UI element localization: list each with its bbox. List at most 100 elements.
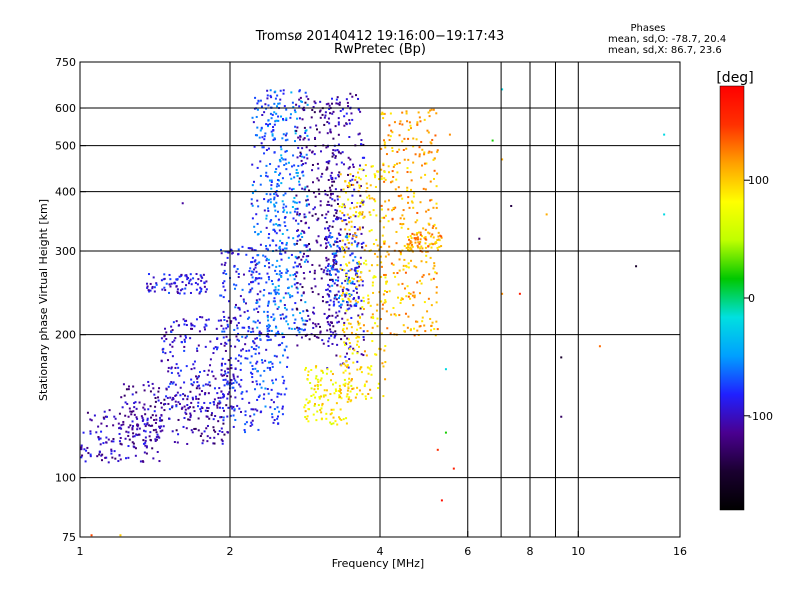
data-point [356, 386, 359, 389]
stats-header: Phases [630, 23, 665, 34]
data-point [344, 191, 347, 194]
data-point [394, 188, 397, 191]
data-point [266, 304, 269, 307]
data-point [329, 131, 332, 134]
data-point [283, 304, 286, 307]
data-point [348, 294, 351, 297]
data-point [362, 143, 365, 146]
data-point [358, 132, 361, 135]
data-point [223, 318, 226, 321]
data-point [191, 398, 194, 401]
data-point [418, 247, 421, 250]
data-point [220, 373, 223, 376]
data-point [264, 405, 267, 408]
data-point [338, 384, 341, 387]
data-point [248, 283, 251, 286]
data-point [270, 329, 273, 332]
data-point [237, 359, 240, 362]
data-point [435, 241, 438, 244]
data-point [279, 239, 282, 242]
data-point [226, 367, 229, 370]
data-point [236, 327, 239, 330]
data-point [216, 346, 219, 349]
data-point [282, 382, 285, 385]
data-point [291, 101, 294, 104]
data-point [190, 327, 193, 330]
data-point [299, 96, 302, 99]
data-point [307, 314, 310, 317]
data-point [343, 384, 346, 387]
data-point [264, 359, 267, 362]
data-point [409, 235, 412, 238]
data-point [200, 432, 203, 435]
data-point [235, 335, 238, 338]
data-point [250, 408, 253, 411]
data-point [329, 264, 332, 267]
data-point [295, 168, 298, 171]
data-point [327, 102, 330, 105]
data-point [254, 367, 257, 370]
data-point [124, 401, 127, 404]
data-point [117, 422, 120, 425]
data-point [300, 159, 303, 162]
data-point [304, 162, 307, 165]
data-point [362, 338, 365, 341]
data-point [256, 383, 259, 386]
data-point [366, 366, 369, 369]
data-point [230, 364, 233, 367]
data-point [220, 438, 223, 441]
data-point [177, 418, 180, 421]
data-point [406, 186, 409, 189]
data-point [326, 269, 329, 272]
data-point [362, 336, 365, 339]
data-point [253, 145, 256, 148]
data-point [341, 151, 344, 154]
data-point [250, 331, 253, 334]
data-point [501, 158, 504, 161]
data-point [296, 207, 299, 210]
data-point [351, 277, 354, 280]
data-point [352, 234, 355, 237]
data-point [277, 284, 280, 287]
data-point [184, 287, 187, 290]
data-point [407, 158, 410, 161]
data-point [335, 212, 338, 215]
data-point [327, 340, 330, 343]
data-point [382, 117, 385, 120]
data-point [313, 153, 316, 156]
data-point [436, 150, 439, 153]
data-point [254, 134, 257, 137]
data-point [328, 225, 331, 228]
data-point [330, 236, 333, 239]
data-point [274, 170, 277, 173]
data-point [282, 210, 285, 213]
data-point [272, 401, 275, 404]
data-point [329, 196, 332, 199]
data-point [207, 369, 210, 372]
data-point [435, 185, 438, 188]
data-point [281, 177, 284, 180]
data-point [388, 171, 391, 174]
data-point [427, 208, 430, 211]
data-point [274, 288, 277, 291]
x-tick-label: 16 [673, 545, 687, 558]
data-point [295, 242, 298, 245]
data-point [406, 167, 409, 170]
data-points [80, 88, 666, 537]
data-point [374, 353, 377, 356]
data-point [329, 324, 332, 327]
data-point [284, 158, 287, 161]
data-point [304, 416, 307, 419]
data-point [212, 442, 215, 445]
data-point [256, 126, 259, 129]
data-point [406, 171, 409, 174]
data-point [287, 323, 290, 326]
data-point [229, 345, 232, 348]
data-point [376, 303, 379, 306]
data-point [316, 177, 319, 180]
data-point [256, 102, 259, 105]
data-point [372, 243, 375, 246]
data-point [319, 204, 322, 207]
data-point [301, 170, 304, 173]
data-point [173, 339, 176, 342]
